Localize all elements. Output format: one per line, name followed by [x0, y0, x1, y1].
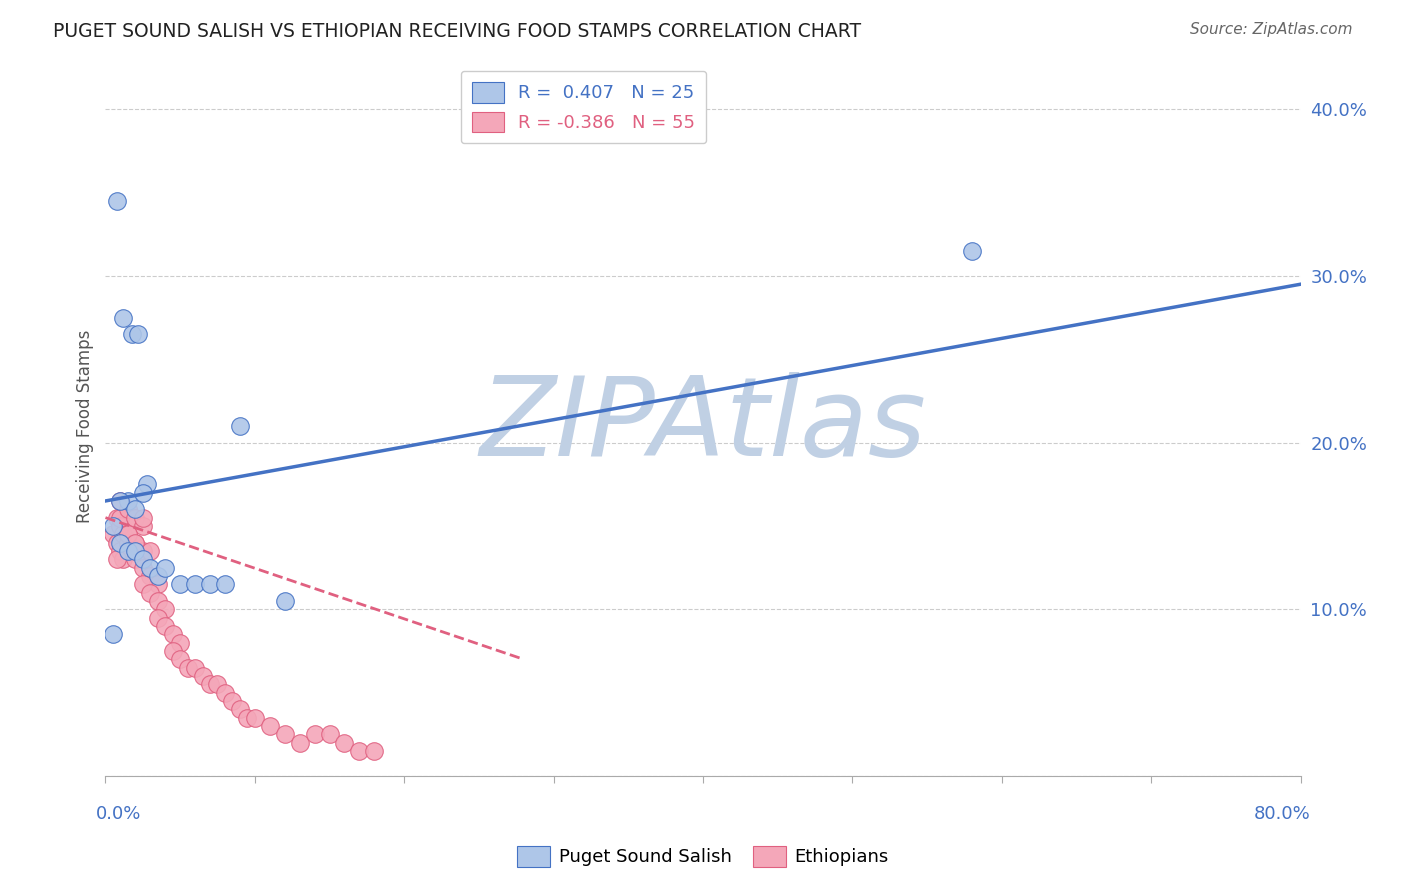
- Text: Source: ZipAtlas.com: Source: ZipAtlas.com: [1189, 22, 1353, 37]
- Point: [229, 419, 252, 434]
- Point: [146, 577, 169, 591]
- Point: [198, 577, 221, 591]
- Point: [243, 711, 266, 725]
- Point: [121, 544, 143, 558]
- Point: [132, 485, 155, 500]
- Point: [132, 510, 155, 524]
- Point: [155, 619, 177, 633]
- Point: [101, 627, 124, 641]
- Point: [191, 669, 214, 683]
- Point: [117, 494, 139, 508]
- Point: [349, 744, 371, 758]
- Point: [132, 577, 155, 591]
- Point: [110, 544, 132, 558]
- Point: [363, 744, 385, 758]
- Point: [112, 310, 135, 325]
- Point: [117, 544, 139, 558]
- Point: [273, 727, 295, 741]
- Point: [117, 527, 139, 541]
- Point: [110, 535, 132, 549]
- Point: [124, 535, 146, 549]
- Point: [101, 519, 124, 533]
- Point: [117, 527, 139, 541]
- Point: [107, 535, 129, 549]
- Point: [110, 510, 132, 524]
- Point: [288, 736, 311, 750]
- Point: [110, 494, 132, 508]
- Point: [214, 577, 236, 591]
- Point: [169, 577, 191, 591]
- Point: [139, 560, 162, 574]
- Point: [132, 552, 155, 566]
- Point: [139, 585, 162, 599]
- Point: [112, 527, 135, 541]
- Point: [124, 552, 146, 566]
- Point: [176, 661, 198, 675]
- Point: [146, 569, 169, 583]
- Point: [155, 560, 177, 574]
- Point: [259, 719, 281, 733]
- Text: 0.0%: 0.0%: [96, 805, 141, 822]
- Point: [117, 502, 139, 516]
- Point: [132, 519, 155, 533]
- Legend: R =  0.407   N = 25, R = -0.386   N = 55: R = 0.407 N = 25, R = -0.386 N = 55: [461, 70, 706, 144]
- Point: [132, 560, 155, 574]
- Text: 80.0%: 80.0%: [1254, 805, 1310, 822]
- Point: [117, 510, 139, 524]
- Point: [304, 727, 326, 741]
- Point: [110, 494, 132, 508]
- Point: [184, 577, 207, 591]
- Point: [229, 702, 252, 716]
- Point: [139, 569, 162, 583]
- Point: [139, 544, 162, 558]
- Point: [110, 519, 132, 533]
- Point: [214, 686, 236, 700]
- Legend: Puget Sound Salish, Ethiopians: Puget Sound Salish, Ethiopians: [510, 838, 896, 874]
- Point: [207, 677, 229, 691]
- Point: [273, 594, 295, 608]
- Point: [107, 552, 129, 566]
- Point: [124, 502, 146, 516]
- Point: [221, 694, 243, 708]
- Point: [169, 635, 191, 649]
- Point: [146, 610, 169, 624]
- Point: [162, 644, 184, 658]
- Point: [184, 661, 207, 675]
- Point: [117, 535, 139, 549]
- Point: [112, 552, 135, 566]
- Text: PUGET SOUND SALISH VS ETHIOPIAN RECEIVING FOOD STAMPS CORRELATION CHART: PUGET SOUND SALISH VS ETHIOPIAN RECEIVIN…: [53, 22, 862, 41]
- Point: [146, 594, 169, 608]
- Point: [124, 544, 146, 558]
- Point: [333, 736, 356, 750]
- Text: ZIPAtlas: ZIPAtlas: [479, 373, 927, 479]
- Point: [127, 327, 149, 342]
- Point: [155, 602, 177, 616]
- Point: [169, 652, 191, 666]
- Y-axis label: Receiving Food Stamps: Receiving Food Stamps: [76, 329, 94, 523]
- Point: [960, 244, 983, 258]
- Point: [101, 527, 124, 541]
- Point: [107, 194, 129, 208]
- Point: [198, 677, 221, 691]
- Point: [318, 727, 340, 741]
- Point: [136, 477, 159, 491]
- Point: [124, 510, 146, 524]
- Point: [121, 327, 143, 342]
- Point: [132, 544, 155, 558]
- Point: [124, 535, 146, 549]
- Point: [162, 627, 184, 641]
- Point: [107, 510, 129, 524]
- Point: [236, 711, 259, 725]
